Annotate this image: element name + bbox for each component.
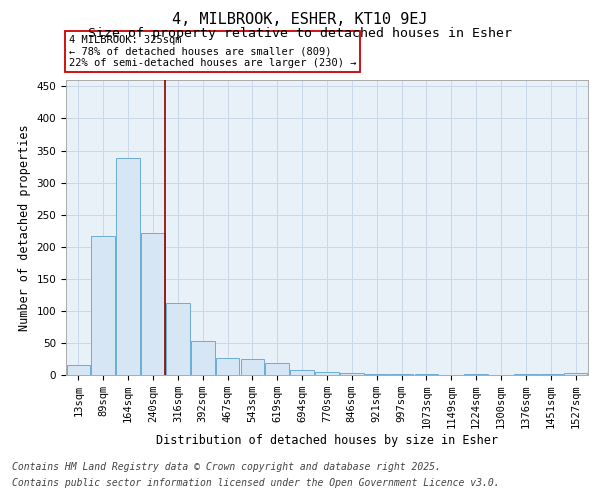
Text: Size of property relative to detached houses in Esher: Size of property relative to detached ho… — [88, 28, 512, 40]
Bar — [415, 374, 438, 375]
Bar — [315, 372, 339, 375]
Text: 4 MILBROOK: 325sqm
← 78% of detached houses are smaller (809)
22% of semi-detach: 4 MILBROOK: 325sqm ← 78% of detached hou… — [68, 35, 356, 68]
Bar — [514, 374, 538, 375]
Bar — [539, 374, 563, 375]
Bar — [290, 370, 314, 375]
Bar — [464, 374, 488, 375]
Bar — [91, 236, 115, 375]
Text: Contains HM Land Registry data © Crown copyright and database right 2025.: Contains HM Land Registry data © Crown c… — [12, 462, 441, 472]
X-axis label: Distribution of detached houses by size in Esher: Distribution of detached houses by size … — [156, 434, 498, 447]
Bar — [141, 232, 165, 375]
Y-axis label: Number of detached properties: Number of detached properties — [18, 124, 31, 331]
Text: Contains public sector information licensed under the Open Government Licence v3: Contains public sector information licen… — [12, 478, 500, 488]
Bar — [241, 359, 264, 375]
Bar — [265, 363, 289, 375]
Bar — [166, 303, 190, 375]
Bar — [216, 358, 239, 375]
Bar — [390, 374, 413, 375]
Bar — [564, 373, 587, 375]
Text: 4, MILBROOK, ESHER, KT10 9EJ: 4, MILBROOK, ESHER, KT10 9EJ — [172, 12, 428, 28]
Bar — [191, 341, 215, 375]
Bar — [340, 373, 364, 375]
Bar — [116, 158, 140, 375]
Bar — [67, 366, 90, 375]
Bar — [365, 374, 389, 375]
